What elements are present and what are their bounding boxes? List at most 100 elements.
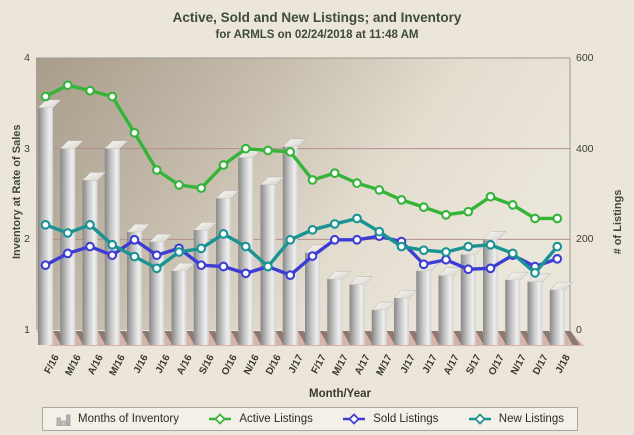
data-point-marker <box>40 91 51 102</box>
bar <box>171 271 187 345</box>
right-axis-tick-label: 400 <box>576 142 594 155</box>
legend-item-months-of-inventory[interactable]: Months of Inventory <box>56 412 179 426</box>
bar <box>438 275 454 345</box>
data-point-marker <box>85 85 95 96</box>
data-point-marker <box>441 210 451 220</box>
data-point-marker <box>463 264 474 275</box>
bar <box>282 146 298 345</box>
line-marker-icon <box>209 413 232 425</box>
data-point-marker <box>530 213 540 224</box>
data-point-marker <box>85 219 95 230</box>
right-axis-tick-label: 200 <box>576 233 594 246</box>
line-series-new-listings <box>40 213 563 278</box>
left-axis-title: Inventory at Rate of Sales <box>11 124 23 260</box>
x-axis-title: Month/Year <box>309 388 371 400</box>
data-point-marker <box>240 268 251 279</box>
data-point-marker <box>485 191 496 202</box>
bar <box>127 232 142 345</box>
data-point-marker <box>418 259 429 270</box>
data-point-marker <box>307 175 318 185</box>
data-point-marker <box>552 213 563 224</box>
data-point-marker <box>62 248 73 259</box>
data-point-marker <box>530 268 540 278</box>
data-point-marker <box>374 226 385 237</box>
data-point-marker <box>485 239 496 250</box>
data-point-marker <box>307 251 318 261</box>
data-point-marker <box>329 168 340 178</box>
chart-subtitle: for ARMLS on 02/24/2018 at 11:48 AM <box>215 29 419 41</box>
data-point-marker <box>329 234 340 245</box>
data-point-marker <box>196 260 207 271</box>
data-point-marker <box>463 206 474 217</box>
legend-label: Sold Listings <box>373 413 439 425</box>
data-point-marker <box>174 180 184 190</box>
data-point-marker <box>40 260 51 271</box>
plot-background <box>36 58 570 330</box>
data-point-marker <box>62 228 73 238</box>
data-point-marker <box>374 185 385 195</box>
data-point-marker <box>463 241 474 252</box>
data-point-marker <box>151 263 162 274</box>
bar <box>193 230 209 345</box>
data-point-marker <box>485 263 496 274</box>
data-point-marker <box>396 195 407 205</box>
legend-item-sold-listings[interactable]: Sold Listings <box>342 413 438 425</box>
bar <box>460 254 476 345</box>
bar <box>483 239 498 345</box>
data-point-marker <box>107 239 118 250</box>
data-point-marker <box>552 241 563 252</box>
line-marker-icon <box>343 413 366 425</box>
bar <box>416 271 432 345</box>
data-point-marker <box>151 165 162 175</box>
data-point-marker <box>129 127 140 138</box>
data-point-marker <box>174 247 184 257</box>
bar <box>394 298 409 345</box>
data-point-marker <box>40 219 51 230</box>
data-point-marker <box>396 241 407 252</box>
data-point-marker <box>441 247 451 257</box>
right-axis-title: # of Listings <box>612 189 624 255</box>
line-series-sold-listings <box>40 231 563 280</box>
data-point-marker <box>418 202 429 212</box>
data-point-marker <box>85 241 95 252</box>
data-point-marker <box>329 219 340 229</box>
data-point-marker <box>352 213 362 224</box>
data-point-marker <box>263 145 273 156</box>
data-point-marker <box>240 241 251 252</box>
bar <box>349 284 365 345</box>
data-point-marker <box>441 254 451 265</box>
data-point-marker <box>507 248 518 259</box>
data-point-marker <box>218 229 229 239</box>
data-point-marker <box>240 143 251 154</box>
legend-item-new-listings[interactable]: New Listings <box>468 413 564 425</box>
data-point-marker <box>218 261 229 272</box>
bar <box>549 290 565 345</box>
data-point-marker <box>552 253 563 264</box>
chart-title: Active, Sold and New Listings; and Inven… <box>172 10 462 25</box>
legend-item-active-listings[interactable]: Active Listings <box>208 413 313 425</box>
bar <box>505 280 521 345</box>
mini-bars-icon <box>56 414 71 426</box>
data-point-marker <box>352 234 362 245</box>
data-point-marker <box>285 234 296 245</box>
legend-label: New Listings <box>498 413 564 425</box>
legend-label: Active Listings <box>239 413 313 425</box>
data-point-marker <box>107 250 118 261</box>
data-point-marker <box>107 91 118 102</box>
data-point-marker <box>307 224 318 235</box>
bar <box>82 180 98 345</box>
bar <box>216 198 231 345</box>
data-point-marker <box>129 234 140 245</box>
data-point-marker <box>285 270 296 280</box>
left-axis-tick-label: 4 <box>24 52 30 64</box>
data-point-marker <box>62 80 73 91</box>
left-axis-tick-label: 1 <box>24 324 30 336</box>
data-point-marker <box>218 160 229 170</box>
line-marker-icon <box>468 413 491 425</box>
data-point-marker <box>196 183 207 193</box>
legend: Months of Inventory Active Listings Sold… <box>42 407 578 431</box>
right-axis-tick-label: 600 <box>576 52 594 64</box>
data-point-marker <box>151 250 162 261</box>
